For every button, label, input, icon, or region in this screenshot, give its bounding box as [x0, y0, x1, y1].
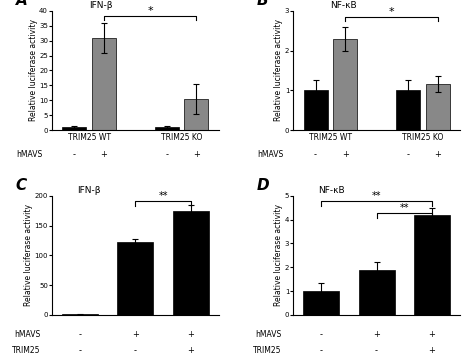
Bar: [62, 127, 86, 130]
Bar: [92, 38, 116, 130]
Text: *: *: [389, 7, 394, 17]
Text: -: -: [407, 150, 410, 159]
Text: D: D: [257, 178, 269, 193]
Text: hMAVS: hMAVS: [16, 150, 43, 159]
Text: TRIM25: TRIM25: [253, 346, 282, 355]
Text: -: -: [165, 150, 168, 159]
Bar: [173, 211, 209, 315]
Text: TRIM25: TRIM25: [12, 346, 40, 355]
Bar: [396, 90, 420, 130]
Text: -: -: [375, 346, 378, 355]
Bar: [358, 270, 395, 315]
Bar: [414, 215, 450, 315]
Text: +: +: [342, 150, 348, 159]
Bar: [155, 127, 179, 130]
Y-axis label: Relative luciferase activity: Relative luciferase activity: [24, 204, 33, 306]
Text: NF-κB: NF-κB: [330, 1, 356, 10]
Bar: [426, 84, 450, 130]
Bar: [184, 99, 209, 130]
Text: IFN-β: IFN-β: [77, 186, 100, 195]
Text: A: A: [16, 0, 27, 8]
Text: **: **: [158, 191, 168, 201]
Text: C: C: [16, 178, 27, 193]
Text: -: -: [73, 150, 76, 159]
Text: -: -: [319, 331, 323, 340]
Y-axis label: Relative luciferase activity: Relative luciferase activity: [28, 20, 37, 122]
Text: +: +: [434, 150, 441, 159]
Text: +: +: [132, 331, 139, 340]
Text: +: +: [100, 150, 107, 159]
Text: -: -: [319, 346, 323, 355]
Text: -: -: [134, 346, 137, 355]
Text: IFN-β: IFN-β: [89, 1, 112, 10]
Bar: [62, 314, 98, 315]
Text: +: +: [373, 331, 380, 340]
Text: **: **: [400, 203, 409, 213]
Text: -: -: [78, 346, 82, 355]
Text: *: *: [147, 6, 153, 16]
Bar: [303, 90, 328, 130]
Text: NF-κB: NF-κB: [319, 186, 345, 195]
Text: hMAVS: hMAVS: [257, 150, 284, 159]
Text: **: **: [372, 191, 382, 201]
Text: hMAVS: hMAVS: [14, 331, 40, 340]
Text: hMAVS: hMAVS: [255, 331, 282, 340]
Bar: [303, 291, 339, 315]
Text: B: B: [257, 0, 268, 8]
Bar: [333, 39, 357, 130]
Text: +: +: [187, 346, 194, 355]
Text: +: +: [428, 331, 436, 340]
Text: -: -: [78, 331, 82, 340]
Y-axis label: Relative luciferase activity: Relative luciferase activity: [274, 20, 283, 122]
Y-axis label: Relative luciferase activity: Relative luciferase activity: [274, 204, 283, 306]
Bar: [117, 242, 154, 315]
Text: -: -: [314, 150, 317, 159]
Text: +: +: [193, 150, 200, 159]
Text: +: +: [428, 346, 436, 355]
Text: +: +: [187, 331, 194, 340]
